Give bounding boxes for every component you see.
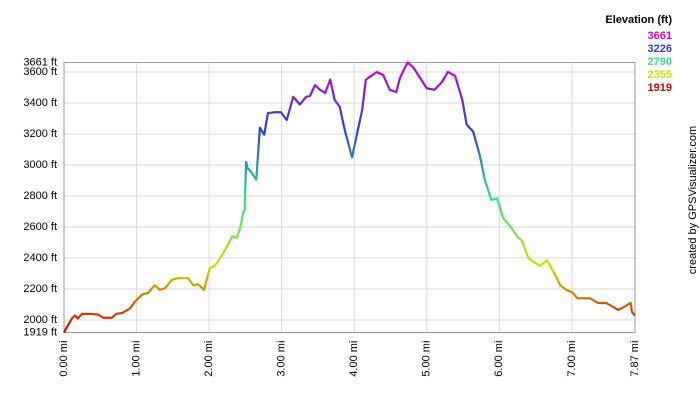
x-tick-label: 7.87 mi [629, 341, 641, 377]
y-tick-label: 3661 ft [23, 56, 57, 68]
y-tick-label: 2000 ft [23, 314, 57, 326]
y-tick-label: 3200 ft [23, 128, 57, 140]
elevation-line [63, 61, 636, 334]
x-tick-label: 2.00 mi [203, 341, 215, 377]
legend-entry: 1919 [648, 82, 672, 94]
x-tick-label: 5.00 mi [421, 341, 433, 377]
y-tick-label: 3400 ft [23, 97, 57, 109]
x-tick-label: 4.00 mi [348, 341, 360, 377]
y-tick-label: 3600 ft [23, 66, 57, 78]
y-tick-label: 2800 ft [23, 190, 57, 202]
legend-entry: 2355 [648, 69, 672, 81]
credit: created by GPSVisualizer.com [687, 126, 699, 274]
x-tick-label: 1.00 mi [130, 341, 142, 377]
legend-entry: 3226 [648, 43, 672, 55]
y-tick-label: 3000 ft [23, 159, 57, 171]
x-tick-label: 7.00 mi [566, 341, 578, 377]
y-tick-label: 2400 ft [23, 252, 57, 264]
y-tick-label: 2200 ft [23, 283, 57, 295]
plot-frame [63, 62, 636, 334]
legend-entry: 3661 [648, 30, 672, 42]
legend-entry: 2790 [648, 56, 672, 68]
x-tick-label: 0.00 mi [58, 341, 70, 377]
legend-title: Elevation (ft) [605, 14, 672, 26]
x-tick-label: 6.00 mi [493, 341, 505, 377]
y-tick-label: 2600 ft [23, 221, 57, 233]
y-tick-label: 1919 ft [23, 327, 57, 339]
x-tick-label: 3.00 mi [276, 341, 288, 377]
